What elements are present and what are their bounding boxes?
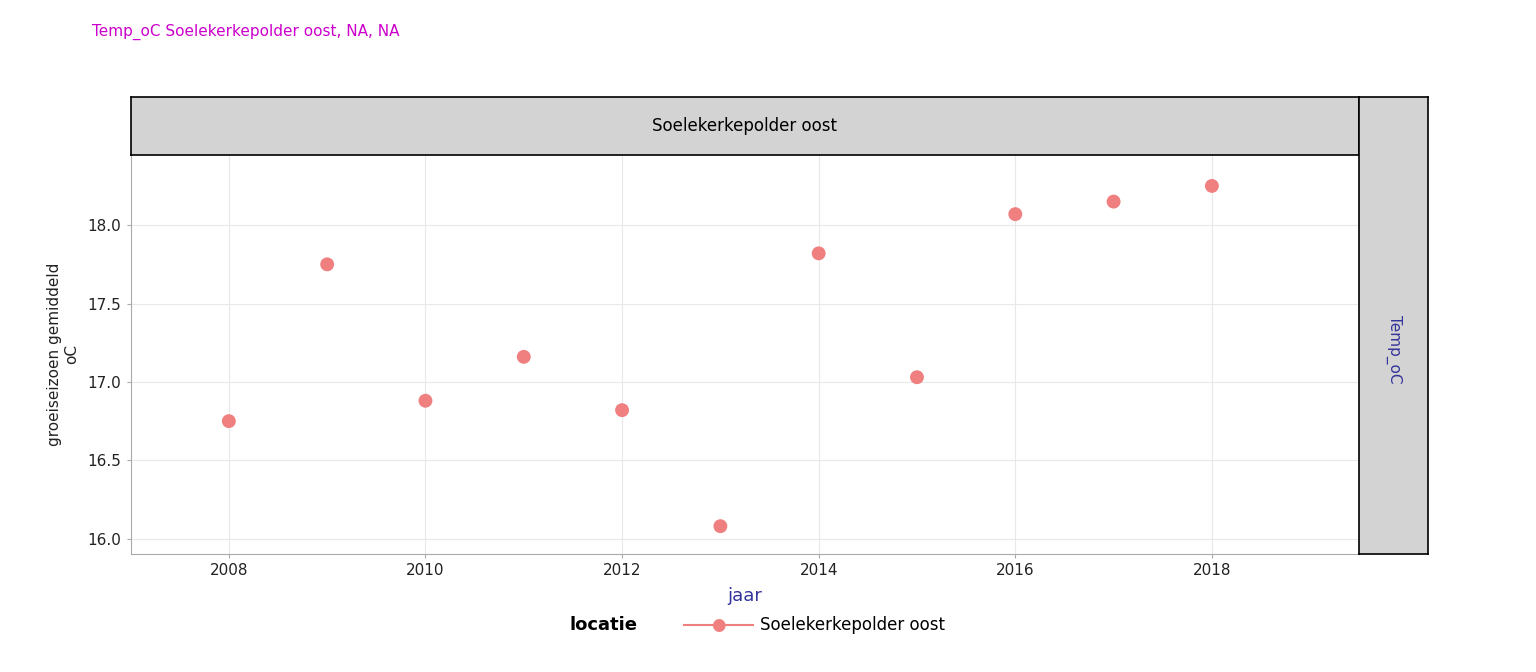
Point	[413, 395, 438, 406]
Point	[1200, 181, 1224, 192]
Point	[806, 248, 831, 259]
Y-axis label: groeiseizoen gemiddeld
oC: groeiseizoen gemiddeld oC	[48, 263, 80, 446]
Text: ●: ●	[711, 616, 725, 634]
Text: Temp_oC: Temp_oC	[1385, 314, 1402, 383]
Point	[511, 351, 536, 362]
Text: Temp_oC Soelekerkepolder oost, NA, NA: Temp_oC Soelekerkepolder oost, NA, NA	[92, 24, 399, 40]
Point	[217, 416, 241, 427]
Text: Soelekerkepolder oost: Soelekerkepolder oost	[760, 616, 945, 634]
Text: Soelekerkepolder oost: Soelekerkepolder oost	[653, 117, 837, 135]
Point	[1003, 209, 1028, 220]
X-axis label: jaar: jaar	[728, 587, 762, 605]
Text: locatie: locatie	[570, 616, 637, 634]
Point	[708, 521, 733, 532]
Point	[1101, 196, 1126, 207]
Point	[905, 372, 929, 382]
Point	[610, 405, 634, 415]
Point	[315, 259, 339, 269]
